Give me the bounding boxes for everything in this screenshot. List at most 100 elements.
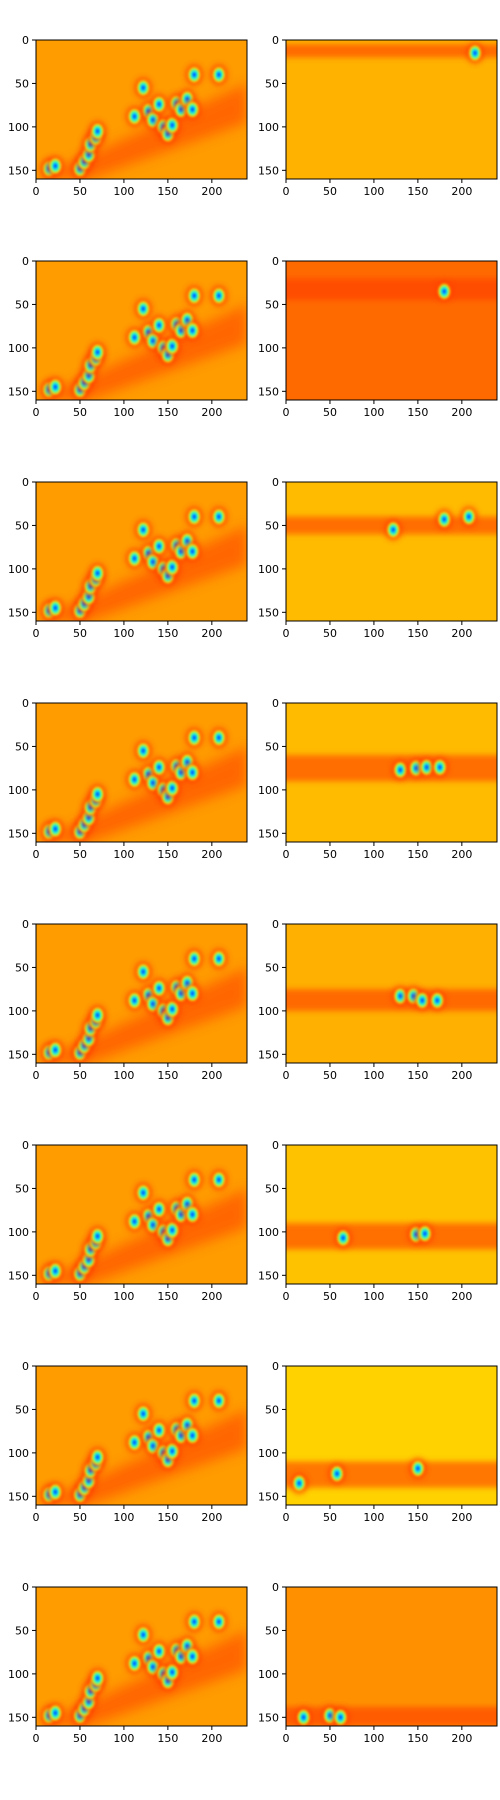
x-tick-label: 50	[323, 848, 337, 861]
activation-blob	[210, 1169, 228, 1191]
x-tick-label: 200	[451, 1732, 472, 1745]
y-tick-label: 150	[258, 385, 279, 398]
activation-blob	[125, 106, 144, 127]
x-tick-label: 100	[363, 185, 384, 198]
x-tick-label: 150	[407, 848, 428, 861]
x-tick-label: 150	[157, 1511, 178, 1524]
x-tick-label: 150	[157, 406, 178, 419]
y-tick-label: 0	[22, 255, 29, 268]
axes-frame	[285, 702, 498, 843]
y-tick-label: 0	[22, 1360, 29, 1373]
activation-blob	[185, 285, 204, 307]
activation-blob	[150, 756, 168, 778]
activation-blob	[125, 548, 144, 569]
activation-blob	[334, 1227, 352, 1249]
activation-blob	[210, 506, 228, 528]
axes-frame	[35, 1365, 248, 1506]
axes-frame	[35, 923, 248, 1064]
activation-blob	[413, 990, 432, 1011]
x-tick-label: 200	[201, 1732, 222, 1745]
x-tick-label: 150	[407, 1069, 428, 1082]
x-tick-label: 100	[363, 848, 384, 861]
activation-blob	[185, 506, 204, 528]
x-tick-label: 150	[407, 1732, 428, 1745]
heatmap-panel-left: 0 50 100 150 200 0 50 100 150	[8, 918, 248, 1082]
x-tick-label: 100	[113, 1511, 134, 1524]
axes-frame	[35, 39, 248, 180]
axes-frame	[285, 1144, 498, 1285]
x-tick-label: 0	[283, 848, 290, 861]
x-tick-label: 0	[283, 627, 290, 640]
heatmap-panel-right: 0 50 100 150 200 0 50 100 150	[258, 1360, 498, 1524]
y-tick-label: 100	[258, 784, 279, 797]
activation-blob	[150, 535, 168, 557]
y-tick-label: 50	[15, 1182, 29, 1195]
activation-blob	[183, 983, 202, 1004]
y-tick-label: 50	[15, 77, 29, 90]
activation-blob	[210, 727, 228, 749]
x-tick-label: 50	[73, 185, 87, 198]
x-tick-label: 50	[323, 1511, 337, 1524]
y-tick-label: 100	[258, 563, 279, 576]
activation-blob	[46, 155, 65, 177]
activation-blob	[210, 1611, 228, 1633]
x-tick-label: 50	[323, 1290, 337, 1303]
activation-blob	[460, 506, 478, 528]
y-tick-label: 0	[272, 34, 279, 47]
y-tick-label: 150	[8, 1711, 29, 1724]
heatmap-panel-left: 0 50 100 150 200 0 50 100 150	[8, 1139, 248, 1303]
x-tick-label: 200	[201, 627, 222, 640]
y-tick-label: 100	[8, 342, 29, 355]
activation-blob	[183, 1204, 202, 1225]
x-tick-label: 100	[113, 627, 134, 640]
y-tick-label: 100	[8, 784, 29, 797]
x-tick-label: 50	[73, 848, 87, 861]
x-tick-label: 50	[323, 185, 337, 198]
y-tick-label: 0	[272, 1360, 279, 1373]
x-tick-label: 150	[407, 1511, 428, 1524]
activation-band	[286, 44, 497, 58]
y-tick-label: 50	[265, 1182, 279, 1195]
axes-frame	[285, 923, 498, 1064]
y-tick-label: 0	[272, 918, 279, 931]
x-tick-label: 200	[451, 848, 472, 861]
x-tick-label: 0	[33, 1732, 40, 1745]
activation-blob	[150, 314, 168, 336]
activation-blob	[150, 1640, 168, 1662]
activation-blob	[88, 1667, 107, 1689]
x-tick-label: 150	[157, 185, 178, 198]
x-tick-label: 200	[451, 1511, 472, 1524]
x-tick-label: 0	[283, 406, 290, 419]
y-tick-label: 100	[258, 1668, 279, 1681]
activation-band	[286, 755, 497, 782]
activation-blob	[428, 990, 447, 1011]
y-tick-label: 50	[265, 298, 279, 311]
y-tick-label: 100	[258, 1226, 279, 1239]
x-tick-label: 0	[283, 1290, 290, 1303]
activation-band	[286, 1461, 497, 1488]
activation-blob	[183, 541, 202, 562]
activation-blob	[163, 556, 182, 578]
activation-blob	[134, 961, 153, 983]
y-tick-label: 0	[272, 1139, 279, 1152]
activation-blob	[46, 1481, 65, 1503]
x-tick-label: 100	[363, 1732, 384, 1745]
x-tick-label: 200	[201, 1290, 222, 1303]
x-tick-label: 200	[451, 627, 472, 640]
y-tick-label: 150	[258, 606, 279, 619]
axes-frame	[35, 481, 248, 622]
y-tick-label: 50	[265, 740, 279, 753]
axes-frame	[285, 1365, 498, 1506]
y-tick-label: 50	[15, 740, 29, 753]
y-tick-label: 150	[258, 1269, 279, 1282]
axes-frame	[35, 1144, 248, 1285]
y-tick-label: 100	[8, 1226, 29, 1239]
y-tick-label: 50	[265, 961, 279, 974]
activation-blob	[134, 77, 153, 99]
x-tick-label: 100	[113, 1732, 134, 1745]
x-tick-label: 150	[157, 627, 178, 640]
y-tick-label: 150	[8, 164, 29, 177]
x-tick-label: 200	[451, 185, 472, 198]
x-tick-label: 50	[323, 627, 337, 640]
